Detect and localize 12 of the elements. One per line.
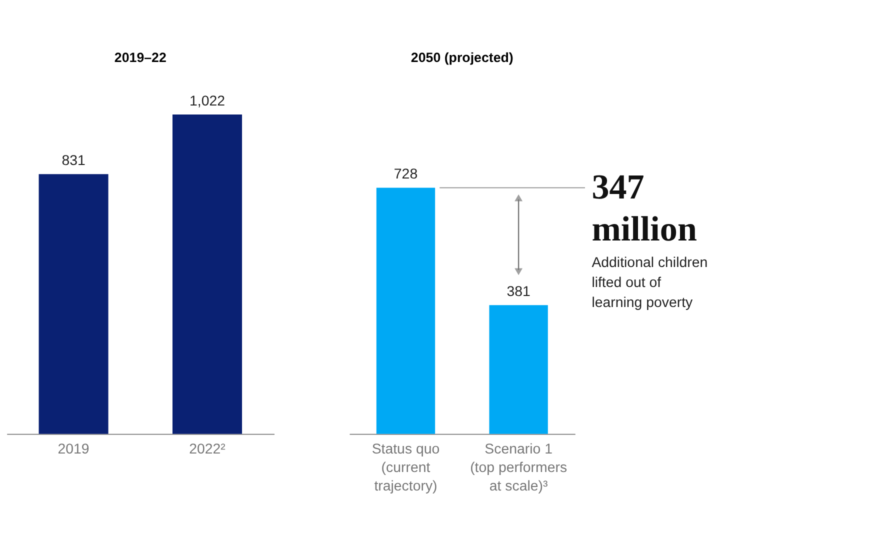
text: Additional children lifted out of learning poverty <box>592 255 708 312</box>
x-tick-label: 2019 <box>58 442 90 458</box>
data-label: 1,022 <box>190 93 226 110</box>
x-tick-label: 2022² <box>189 442 226 458</box>
text: 347 million <box>592 168 698 248</box>
data-label: 728 <box>394 166 418 183</box>
x-tick-label: Scenario 1 (top performers at scale)³ <box>470 442 568 494</box>
chart-title: 2019–22 <box>114 50 166 65</box>
data-label: 831 <box>62 152 86 169</box>
data-label: 381 <box>506 284 531 300</box>
chart-title: 2050 (projected) <box>410 50 514 65</box>
x-tick-label: Status quo (current trajectory) <box>372 442 440 494</box>
